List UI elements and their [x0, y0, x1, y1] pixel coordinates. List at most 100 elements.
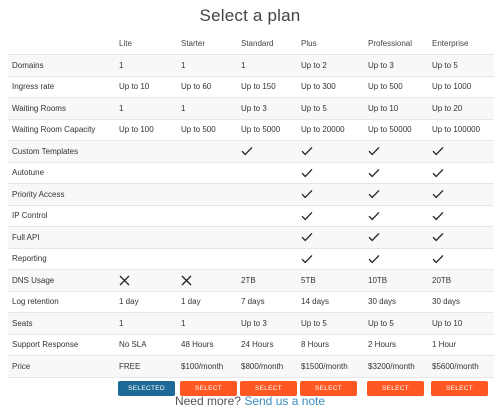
plan-cell-professional — [364, 161, 428, 184]
feature-name: Domains — [8, 54, 115, 76]
plan-cell-plus: Up to 5 — [297, 312, 364, 334]
check-icon — [368, 146, 380, 156]
feature-row: DNS Usage 2TB 5TB 10TB 20TB — [8, 269, 494, 291]
plan-cell-enterprise: Up to 100000 — [428, 118, 494, 141]
plan-cell-plus — [297, 226, 364, 248]
cell-value: Up to 20 — [432, 103, 463, 113]
plan-cell-plus: Up to 300 — [297, 75, 364, 98]
plan-cell-starter — [177, 204, 237, 227]
cell-value: Up to 2 — [301, 60, 327, 70]
check-icon — [432, 232, 444, 242]
check-icon — [432, 168, 444, 178]
feature-name: Custom Templates — [8, 140, 115, 162]
cell-value: 7 days — [241, 297, 265, 307]
plan-cell-enterprise: Up to 5 — [428, 54, 494, 76]
cell-value: Up to 3 — [368, 60, 394, 70]
cell-value: Up to 60 — [181, 82, 212, 92]
plan-cell-enterprise: Up to 1000 — [428, 75, 494, 98]
feature-name: DNS Usage — [8, 269, 115, 291]
cell-value: 8 Hours — [301, 340, 330, 350]
cell-value: No SLA — [119, 340, 147, 350]
feature-name: Waiting Rooms — [8, 97, 115, 119]
plan-cell-starter: 1 — [177, 54, 237, 76]
cell-value: Up to 5 — [432, 60, 458, 70]
cell-value: Up to 1000 — [432, 82, 472, 92]
cell-value: 20TB — [432, 275, 452, 285]
cell-value: Up to 20000 — [301, 125, 345, 135]
plan-header-lite: Lite — [119, 39, 132, 48]
feature-row: Seats 1 1 Up to 3 Up to 5 Up to 5 Up to 10 — [8, 312, 494, 334]
send-note-link[interactable]: Send us a note — [244, 394, 326, 408]
cell-value: Up to 300 — [301, 82, 336, 92]
select-button-starter[interactable]: SELECT — [180, 381, 237, 396]
select-button-enterprise[interactable]: SELECT — [431, 381, 488, 396]
plan-cell-lite: Up to 100 — [115, 118, 177, 141]
cell-value: Up to 3 — [241, 103, 267, 113]
plan-cell-standard: Up to 150 — [237, 75, 297, 98]
feature-row: IP Control — [8, 204, 494, 227]
cell-value: 1 — [119, 103, 124, 113]
check-icon — [301, 254, 313, 264]
cell-value: Up to 10 — [119, 82, 150, 92]
cell-value: Up to 3 — [241, 318, 267, 328]
feature-row: Domains 1 1 1 Up to 2 Up to 3 Up to 5 — [8, 54, 494, 76]
cell-value: Up to 10 — [368, 103, 399, 113]
feature-name: Autotune — [8, 161, 115, 184]
feature-name: Support Response — [8, 333, 115, 356]
cell-value: 1 Hour — [432, 340, 457, 350]
button-cell-standard: SELECT — [237, 376, 297, 400]
plan-cell-starter: $100/month — [177, 355, 237, 377]
plan-cell-standard: Up to 5000 — [237, 118, 297, 141]
cell-value: Up to 100000 — [432, 125, 481, 135]
check-icon — [432, 211, 444, 221]
plan-cell-enterprise: Up to 10 — [428, 312, 494, 334]
plan-header-standard: Standard — [241, 39, 274, 48]
plan-cell-professional — [364, 140, 428, 162]
plan-header-professional: Professional — [368, 39, 413, 48]
select-button-professional[interactable]: SELECT — [367, 381, 424, 396]
plan-cell-standard: 2TB — [237, 269, 297, 291]
cell-value: Up to 150 — [241, 82, 276, 92]
select-button-standard[interactable]: SELECT — [240, 381, 297, 396]
plan-cell-standard — [237, 183, 297, 205]
plan-cell-professional: 10TB — [364, 269, 428, 291]
plan-cell-plus: $1500/month — [297, 355, 364, 377]
cell-value: $100/month — [181, 361, 224, 371]
plan-cell-standard: Up to 3 — [237, 312, 297, 334]
cell-value: Up to 5 — [301, 318, 327, 328]
cell-value: Up to 500 — [368, 82, 403, 92]
plan-cell-lite: No SLA — [115, 333, 177, 356]
plan-cell-lite — [115, 269, 177, 291]
plan-header-enterprise: Enterprise — [432, 39, 469, 48]
feature-row: Custom Templates — [8, 140, 494, 162]
plan-cell-lite — [115, 226, 177, 248]
cell-value: 1 day — [119, 297, 139, 307]
plan-cell-lite — [115, 183, 177, 205]
feature-name: Seats — [8, 312, 115, 334]
need-more-text: Need more? — [174, 394, 241, 408]
cross-icon — [119, 275, 131, 286]
plan-cell-professional: 30 days — [364, 290, 428, 313]
plan-cell-standard — [237, 140, 297, 162]
feature-header-cell — [8, 33, 115, 55]
plan-cell-starter — [177, 247, 237, 270]
plan-cell-standard — [237, 247, 297, 270]
feature-row: Waiting Rooms 1 1 Up to 3 Up to 5 Up to 10 Up … — [8, 97, 494, 119]
plan-cell-plus — [297, 247, 364, 270]
select-button-plus[interactable]: SELECT — [300, 381, 357, 396]
plan-cell-standard — [237, 204, 297, 227]
plan-cell-starter — [177, 183, 237, 205]
plan-cell-plus — [297, 204, 364, 227]
select-button-lite[interactable]: SELECTED — [118, 381, 175, 396]
plan-button-row: SELECTED SELECT SELECT SELECT SELECT SEL… — [8, 376, 494, 400]
plan-cell-enterprise — [428, 226, 494, 248]
plan-cell-starter — [177, 161, 237, 184]
button-cell-enterprise: SELECT — [428, 376, 494, 400]
cell-value: 14 days — [301, 297, 330, 307]
feature-name: Price — [8, 355, 115, 377]
plan-cell-starter — [177, 140, 237, 162]
plan-cell-enterprise — [428, 183, 494, 205]
plan-cell-professional: Up to 500 — [364, 75, 428, 98]
plan-cell-standard: 24 Hours — [237, 333, 297, 356]
cross-icon — [181, 275, 193, 286]
